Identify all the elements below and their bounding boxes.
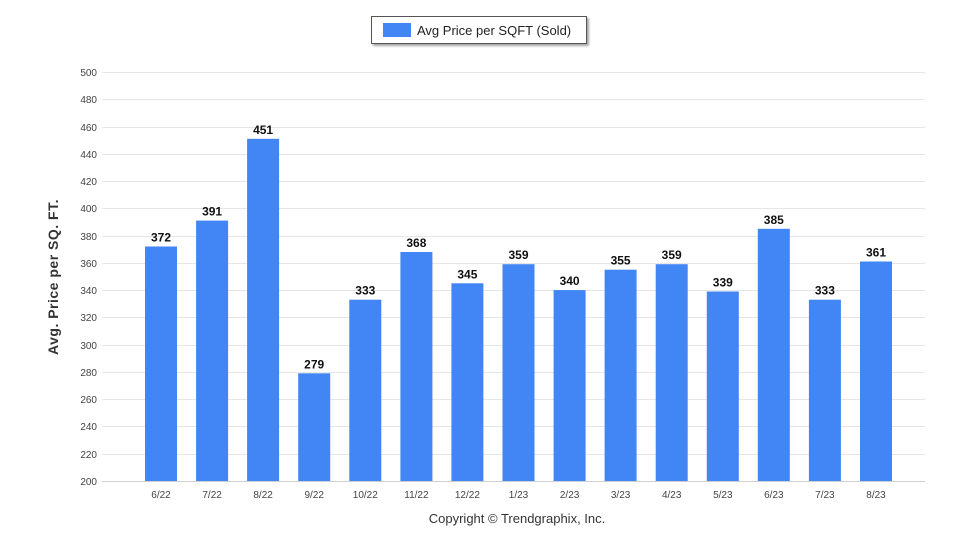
y-tick-label: 220 [80,450,97,461]
legend: Avg Price per SQFT (Sold) [371,16,587,44]
data-label: 359 [508,248,528,262]
bar-3-23 [604,269,637,481]
bar-8-23 [860,261,892,481]
x-tick-label: 8/22 [253,490,273,501]
y-tick-label: 440 [80,150,97,161]
bar-12-22 [451,283,484,481]
data-label: 361 [866,246,886,260]
bar-7-22 [196,220,229,481]
x-tick-label: 11/22 [404,490,429,501]
y-tick-label: 500 [80,68,97,79]
x-tick-label: 6/23 [764,490,784,501]
y-tick-label: 420 [80,177,97,188]
x-tick-label: 8/23 [866,490,886,501]
bar-10-22 [349,299,382,481]
y-tick-label: 460 [80,123,97,134]
y-tick-label: 280 [80,368,97,379]
y-tick-label: 200 [80,477,97,488]
data-label: 355 [611,254,631,268]
y-tick-label: 320 [80,313,97,324]
x-tick-label: 10/22 [353,490,378,501]
bars [145,138,892,482]
x-tick-label: 6/22 [151,490,171,501]
legend-label: Avg Price per SQFT (Sold) [417,22,572,38]
bar-4-23 [655,264,688,481]
data-label: 391 [202,205,222,219]
data-label: 368 [406,236,426,250]
y-tick-label: 360 [80,259,97,270]
bar-9-22 [298,373,331,481]
y-axis-title: Avg. Price per SQ. FT. [45,199,61,355]
bar-8-22 [247,138,280,482]
data-label: 279 [304,357,324,371]
x-tick-label: 9/22 [304,490,324,501]
data-label: 385 [764,213,784,227]
bar-5-23 [706,291,739,481]
data-labels: 372 391 451 279 333 368 345 359 340 355 359 339 385 3… [151,123,886,371]
y-tick-label: 260 [80,395,97,406]
x-tick-label: 1/23 [509,490,529,501]
data-label: 359 [662,248,682,262]
y-tick-label: 480 [80,95,97,106]
x-tick-label: 12/22 [455,490,480,501]
data-label: 372 [151,231,171,245]
x-tick-label: 5/23 [713,490,733,501]
data-label: 333 [355,284,375,298]
x-tick-label: 3/23 [611,490,631,501]
x-tick-label: 2/23 [560,490,580,501]
bar-2-23 [553,290,586,481]
x-axis-ticks: 6/22 7/22 8/22 9/22 10/22 11/22 12/22 1/23 2/23 3… [151,490,886,501]
copyright-text: Copyright © Trendgraphix, Inc. [428,511,606,526]
data-label: 451 [253,123,273,137]
bar-1-23 [502,264,535,481]
y-tick-label: 340 [80,286,97,297]
data-label: 339 [713,276,733,290]
x-tick-label: 4/23 [662,490,682,501]
y-tick-label: 240 [80,422,97,433]
bar-6-23 [757,228,790,481]
bar-6-22 [145,246,177,481]
x-tick-label: 7/22 [202,490,222,501]
data-label: 333 [815,284,835,298]
y-axis-ticks: 200 220 240 260 280 300 320 340 360 380 400 420 440 4… [80,68,97,488]
legend-swatch [383,23,411,37]
data-label: 345 [457,267,477,281]
data-label: 340 [560,274,580,288]
y-tick-label: 300 [80,341,97,352]
x-tick-label: 7/23 [815,490,835,501]
y-tick-label: 400 [80,204,97,215]
y-tick-label: 380 [80,232,97,243]
bar-7-23 [808,299,841,481]
bar-11-22 [400,252,433,481]
